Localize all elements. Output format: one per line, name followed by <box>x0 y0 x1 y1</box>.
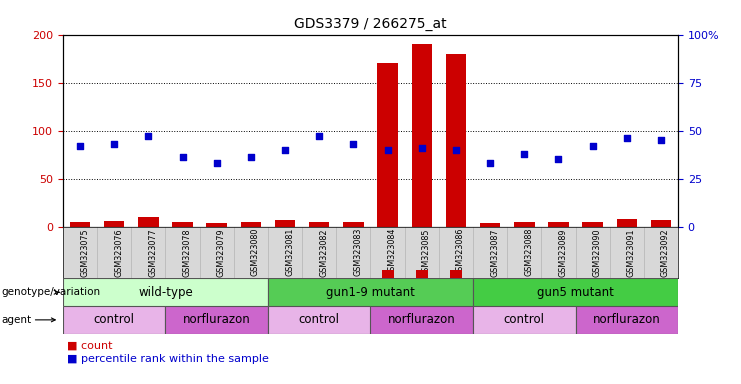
Bar <box>173 222 193 227</box>
Text: GSM323088: GSM323088 <box>524 228 534 276</box>
Text: GSM323078: GSM323078 <box>182 228 192 276</box>
Text: GSM323085: GSM323085 <box>422 228 431 276</box>
Bar <box>473 278 678 306</box>
Bar <box>411 44 432 227</box>
Point <box>279 147 291 153</box>
Point <box>313 133 325 139</box>
Text: norflurazon: norflurazon <box>183 313 250 326</box>
Point <box>176 154 188 161</box>
Text: ■ count: ■ count <box>67 340 112 350</box>
Text: norflurazon: norflurazon <box>593 313 661 326</box>
Text: GSM323075: GSM323075 <box>80 228 89 277</box>
Text: GSM323077: GSM323077 <box>148 228 157 277</box>
Bar <box>70 222 90 227</box>
Bar <box>63 306 165 334</box>
Point <box>382 147 393 153</box>
Bar <box>370 306 473 334</box>
Bar <box>241 222 261 227</box>
Text: GSM323079: GSM323079 <box>216 228 226 277</box>
Text: control: control <box>504 313 545 326</box>
Text: GSM323089: GSM323089 <box>559 228 568 276</box>
Bar <box>617 219 637 227</box>
Point <box>450 147 462 153</box>
Point <box>142 133 154 139</box>
Text: GSM323081: GSM323081 <box>285 228 294 276</box>
Point <box>553 156 565 162</box>
Text: genotype/variation: genotype/variation <box>1 287 101 297</box>
Text: GSM323076: GSM323076 <box>114 228 123 276</box>
Point <box>518 151 530 157</box>
Bar <box>582 222 603 227</box>
Bar <box>165 306 268 334</box>
Text: agent: agent <box>1 315 32 325</box>
Text: GSM323084: GSM323084 <box>388 228 396 276</box>
Point <box>245 154 257 161</box>
Point <box>484 160 496 166</box>
Bar <box>268 306 370 334</box>
Bar <box>445 54 466 227</box>
Point <box>108 141 120 147</box>
Text: GSM323083: GSM323083 <box>353 228 362 276</box>
Bar <box>416 270 428 278</box>
Text: GSM323087: GSM323087 <box>490 228 499 276</box>
Text: gun5 mutant: gun5 mutant <box>537 286 614 299</box>
Bar <box>63 278 268 306</box>
Point <box>655 137 667 143</box>
Bar <box>207 223 227 227</box>
Bar <box>377 63 398 227</box>
Bar <box>651 220 671 227</box>
Text: wild-type: wild-type <box>138 286 193 299</box>
Bar <box>480 223 500 227</box>
Bar <box>576 306 678 334</box>
Text: control: control <box>299 313 339 326</box>
Text: norflurazon: norflurazon <box>388 313 456 326</box>
Bar <box>268 278 473 306</box>
Text: GSM323091: GSM323091 <box>627 228 636 276</box>
Text: ■ percentile rank within the sample: ■ percentile rank within the sample <box>67 354 268 364</box>
Point <box>74 143 86 149</box>
Text: GDS3379 / 266275_at: GDS3379 / 266275_at <box>294 17 447 31</box>
Bar <box>104 221 124 227</box>
Bar <box>343 222 364 227</box>
Text: GSM323086: GSM323086 <box>456 228 465 276</box>
Point <box>210 160 222 166</box>
Text: GSM323080: GSM323080 <box>251 228 260 276</box>
Bar <box>548 222 568 227</box>
Bar <box>309 222 330 227</box>
Bar <box>473 306 576 334</box>
Bar <box>275 220 296 227</box>
Bar <box>450 270 462 278</box>
Text: GSM323092: GSM323092 <box>661 228 670 277</box>
Point <box>621 135 633 141</box>
Text: GSM323082: GSM323082 <box>319 228 328 276</box>
Point <box>587 143 599 149</box>
Bar <box>514 222 534 227</box>
Bar <box>138 217 159 227</box>
Text: gun1-9 mutant: gun1-9 mutant <box>326 286 415 299</box>
Point <box>416 145 428 151</box>
Text: GSM323090: GSM323090 <box>593 228 602 276</box>
Bar <box>382 270 393 278</box>
Point <box>348 141 359 147</box>
Text: control: control <box>94 313 135 326</box>
